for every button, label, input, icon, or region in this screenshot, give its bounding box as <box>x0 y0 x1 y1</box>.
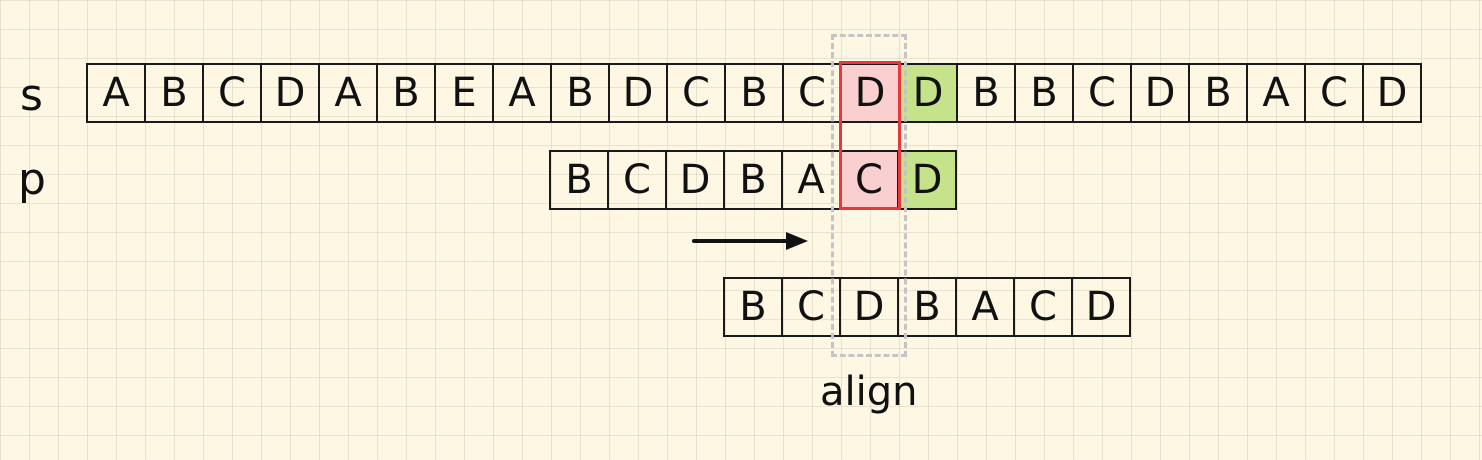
s-cell-9: D <box>610 65 668 121</box>
row-label-p: p <box>18 154 46 205</box>
s-cell-10: C <box>668 65 726 121</box>
p_shifted-cell-6: D <box>1073 279 1131 335</box>
align-label: align <box>820 369 918 415</box>
s-cell-21: C <box>1306 65 1364 121</box>
p_shifted-cell-4: A <box>957 279 1015 335</box>
row-label-s: s <box>20 70 43 121</box>
s-cell-18: D <box>1132 65 1190 121</box>
s-cell-1: B <box>146 65 204 121</box>
p-cell-2: D <box>667 152 725 208</box>
p-cell-6: D <box>899 152 957 208</box>
s-cell-8: B <box>552 65 610 121</box>
s-cell-20: A <box>1248 65 1306 121</box>
p_shifted-cell-2: D <box>841 279 899 335</box>
s-cell-22: D <box>1364 65 1422 121</box>
p_shifted-cell-0: B <box>725 279 783 335</box>
s-cell-15: B <box>958 65 1016 121</box>
p-cell-5: C <box>841 152 899 208</box>
s-cell-19: B <box>1190 65 1248 121</box>
p-cell-1: C <box>609 152 667 208</box>
p_shifted-cell-3: B <box>899 279 957 335</box>
shift-right-arrow-icon <box>692 232 808 250</box>
p-cell-0: B <box>551 152 609 208</box>
p-cell-4: A <box>783 152 841 208</box>
s-cell-2: C <box>204 65 262 121</box>
p_shifted-cell-5: C <box>1015 279 1073 335</box>
p_shifted-cell-1: C <box>783 279 841 335</box>
s-cell-12: C <box>784 65 842 121</box>
s-cell-4: A <box>320 65 378 121</box>
s-cell-0: A <box>88 65 146 121</box>
s-cell-11: B <box>726 65 784 121</box>
s-cell-14: D <box>900 65 958 121</box>
p-cell-3: B <box>725 152 783 208</box>
s-cell-17: C <box>1074 65 1132 121</box>
s-cell-5: B <box>378 65 436 121</box>
s-cell-7: A <box>494 65 552 121</box>
s-cell-3: D <box>262 65 320 121</box>
s-cell-13: D <box>842 65 900 121</box>
s-cell-16: B <box>1016 65 1074 121</box>
s-cell-6: E <box>436 65 494 121</box>
